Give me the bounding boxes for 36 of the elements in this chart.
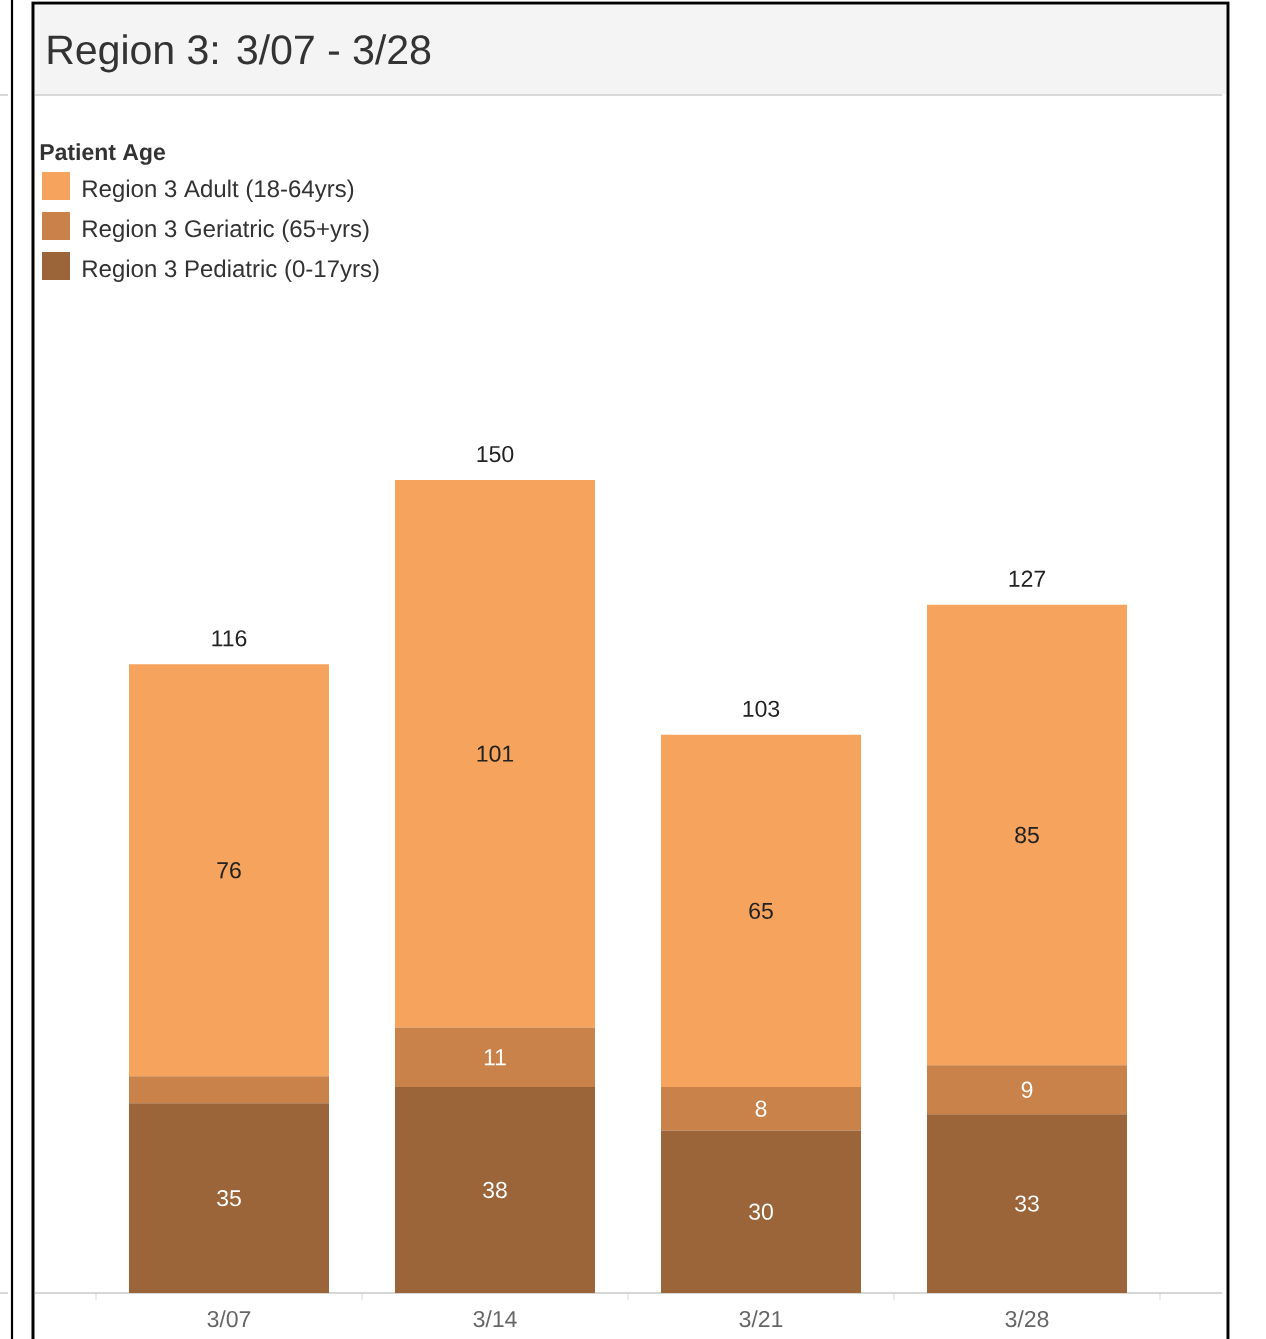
data-label: 30 bbox=[749, 1203, 773, 1220]
total-label: 116 bbox=[212, 630, 247, 647]
x-tick-label: 3/07 bbox=[207, 1310, 251, 1328]
bar bbox=[927, 1065, 1127, 1115]
bar bbox=[395, 1027, 595, 1088]
bar bbox=[129, 664, 329, 1077]
bar bbox=[927, 1114, 1127, 1293]
total-label: 103 bbox=[743, 700, 780, 717]
legend-title: Patient Age bbox=[40, 143, 165, 165]
x-tick-label: 3/21 bbox=[739, 1310, 783, 1328]
bar bbox=[661, 1087, 861, 1131]
total-label: 150 bbox=[477, 445, 514, 463]
data-label: 65 bbox=[749, 902, 773, 920]
data-label: 8 bbox=[755, 1100, 767, 1117]
data-label: 101 bbox=[477, 745, 514, 762]
x-tick-label: 3/14 bbox=[473, 1310, 517, 1328]
data-label: 35 bbox=[217, 1190, 241, 1207]
data-label: 11 bbox=[484, 1049, 506, 1066]
bar bbox=[395, 479, 595, 1028]
legend-label: Region 3 Geriatric (65+yrs) bbox=[83, 219, 369, 242]
legend-label: Region 3 Pediatric (0-17yrs) bbox=[83, 259, 379, 282]
data-label: 9 bbox=[1021, 1081, 1033, 1098]
bar bbox=[129, 1103, 329, 1293]
data-label: 33 bbox=[1015, 1195, 1039, 1212]
bar bbox=[395, 1087, 595, 1293]
data-label: 76 bbox=[217, 862, 241, 879]
bar bbox=[129, 1076, 329, 1104]
x-tick-label: 3/28 bbox=[1005, 1310, 1049, 1328]
bar bbox=[927, 604, 1127, 1066]
chart-title: Region 3: 3/07 - 3/28 bbox=[48, 34, 431, 73]
total-label: 127 bbox=[1009, 570, 1046, 587]
data-label: 85 bbox=[1015, 826, 1039, 844]
legend-label: Region 3 Adult (18-64yrs) bbox=[83, 179, 354, 202]
bar bbox=[661, 1130, 861, 1293]
bar bbox=[661, 734, 861, 1088]
data-label: 38 bbox=[483, 1181, 507, 1199]
